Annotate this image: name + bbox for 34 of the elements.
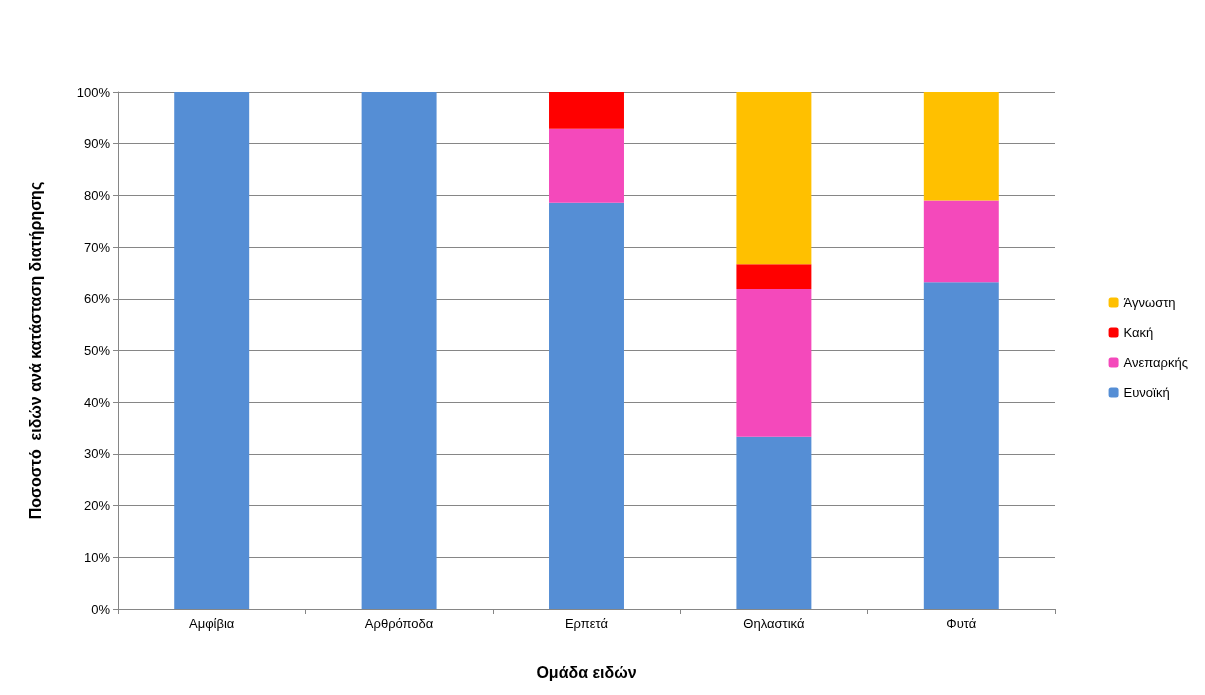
bar [923,92,999,201]
x-tick-label: Φυτά [946,616,977,631]
x-tick-label: Ερπετά [564,616,609,631]
bar [736,264,812,289]
bar [549,202,624,609]
legend-label: Κακή [1123,325,1154,340]
bar [549,128,624,203]
legend-label: Ευνοϊκή [1123,385,1170,400]
y-tick-label: 10% [83,549,111,565]
bar [549,92,624,129]
y-tick-label: 50% [83,343,111,358]
bar [361,92,437,609]
x-axis-title: Ομάδα ειδών [536,663,637,681]
y-tick-label: 40% [83,394,111,410]
bar [736,288,812,437]
legend-label: Άγνωστη [1123,295,1176,310]
bar [736,436,812,609]
y-tick-label: 70% [83,239,111,255]
bar [923,282,999,609]
y-tick-label: 0% [91,601,111,617]
bar [736,92,812,265]
x-tick-label: Αμφίβια [189,616,235,631]
y-tick-label: 30% [83,446,111,462]
bar [174,92,250,609]
y-tick-label: 80% [83,187,111,203]
y-tick-label: 20% [83,498,111,514]
y-tick-label: 60% [83,291,111,307]
y-tick-label: 100% [76,84,111,100]
bar [923,200,999,283]
y-axis-title: Ποσοστό ειδών ανά κατάσταση διατήρησης [26,181,45,520]
legend-label: Ανεπαρκής [1123,355,1189,370]
x-tick-label: Θηλαστικά [743,616,805,631]
x-tick-label: Αρθρόποδα [364,616,434,631]
y-tick-label: 90% [83,136,111,152]
